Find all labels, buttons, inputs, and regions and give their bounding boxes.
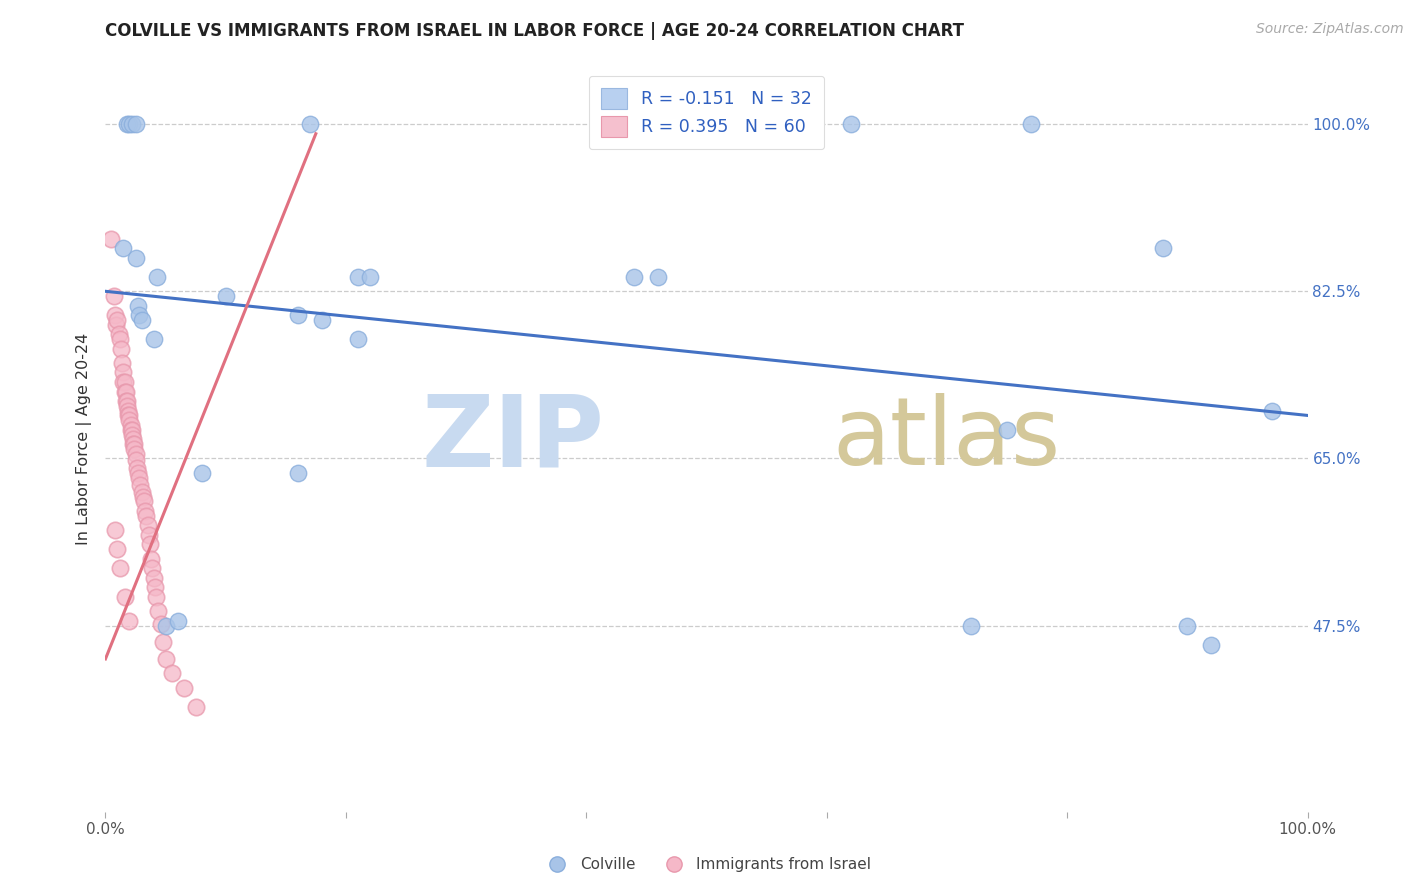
- Point: [148, 604, 170, 618]
- Point: [166, 614, 188, 628]
- Point: [287, 466, 309, 480]
- Point: [995, 423, 1018, 437]
- Point: [139, 537, 162, 551]
- Point: [114, 375, 136, 389]
- Point: [121, 423, 143, 437]
- Point: [107, 313, 129, 327]
- Text: COLVILLE VS IMMIGRANTS FROM ISRAEL IN LABOR FORCE | AGE 20-24 CORRELATION CHART: COLVILLE VS IMMIGRANTS FROM ISRAEL IN LA…: [105, 22, 965, 40]
- Point: [160, 666, 183, 681]
- Point: [104, 523, 127, 537]
- Point: [120, 417, 142, 432]
- Point: [110, 342, 132, 356]
- Point: [141, 561, 163, 575]
- Point: [134, 504, 156, 518]
- Point: [143, 580, 166, 594]
- Point: [184, 699, 207, 714]
- Point: [124, 453, 146, 467]
- Point: [107, 542, 129, 557]
- Point: [124, 437, 146, 451]
- Point: [1175, 618, 1198, 632]
- Point: [128, 470, 150, 484]
- Point: [152, 634, 174, 648]
- Point: [115, 399, 138, 413]
- Point: [136, 518, 159, 533]
- Point: [139, 551, 162, 566]
- Point: [960, 618, 983, 632]
- Point: [104, 308, 127, 322]
- Point: [131, 313, 153, 327]
- Point: [1260, 403, 1282, 417]
- Point: [138, 528, 160, 542]
- Point: [114, 590, 136, 604]
- Point: [107, 327, 129, 342]
- Point: [132, 494, 155, 508]
- Point: [121, 427, 143, 442]
- Point: [105, 318, 128, 332]
- Point: [114, 384, 136, 399]
- Point: [132, 490, 155, 504]
- Legend: Colville, Immigrants from Israel: Colville, Immigrants from Israel: [536, 851, 877, 879]
- Point: [118, 413, 141, 427]
- Y-axis label: In Labor Force | Age 20-24: In Labor Force | Age 20-24: [76, 334, 93, 545]
- Point: [115, 384, 138, 399]
- Point: [128, 308, 150, 322]
- Point: [121, 117, 143, 131]
- Point: [1201, 638, 1223, 652]
- Point: [311, 313, 333, 327]
- Point: [124, 251, 146, 265]
- Point: [155, 652, 177, 666]
- Point: [115, 394, 138, 409]
- Point: [103, 289, 125, 303]
- Text: atlas: atlas: [832, 393, 1062, 485]
- Point: [112, 366, 135, 380]
- Point: [122, 437, 145, 451]
- Point: [108, 332, 131, 346]
- Point: [112, 241, 135, 255]
- Point: [298, 117, 321, 131]
- Point: [125, 461, 148, 475]
- Point: [839, 117, 862, 131]
- Point: [149, 616, 172, 631]
- Point: [214, 289, 236, 303]
- Point: [647, 270, 669, 285]
- Point: [127, 466, 149, 480]
- Text: Source: ZipAtlas.com: Source: ZipAtlas.com: [1256, 22, 1403, 37]
- Point: [111, 356, 134, 370]
- Point: [623, 270, 645, 285]
- Point: [347, 270, 370, 285]
- Point: [129, 478, 152, 492]
- Point: [155, 618, 177, 632]
- Point: [190, 466, 212, 480]
- Point: [118, 117, 141, 131]
- Point: [146, 270, 169, 285]
- Point: [124, 447, 146, 461]
- Point: [1152, 241, 1174, 255]
- Point: [287, 308, 309, 322]
- Point: [127, 299, 149, 313]
- Point: [118, 614, 141, 628]
- Point: [124, 442, 146, 456]
- Point: [135, 508, 157, 523]
- Point: [145, 590, 167, 604]
- Point: [112, 375, 135, 389]
- Point: [359, 270, 381, 285]
- Point: [100, 232, 122, 246]
- Point: [108, 561, 131, 575]
- Point: [120, 423, 142, 437]
- Point: [115, 394, 138, 409]
- Point: [118, 409, 141, 423]
- Point: [347, 332, 370, 346]
- Point: [115, 117, 138, 131]
- Point: [142, 571, 165, 585]
- Point: [122, 433, 145, 447]
- Point: [117, 403, 139, 417]
- Point: [117, 409, 139, 423]
- Point: [173, 681, 195, 695]
- Text: ZIP: ZIP: [422, 391, 605, 488]
- Point: [131, 484, 153, 499]
- Point: [124, 117, 146, 131]
- Point: [1019, 117, 1042, 131]
- Point: [142, 332, 165, 346]
